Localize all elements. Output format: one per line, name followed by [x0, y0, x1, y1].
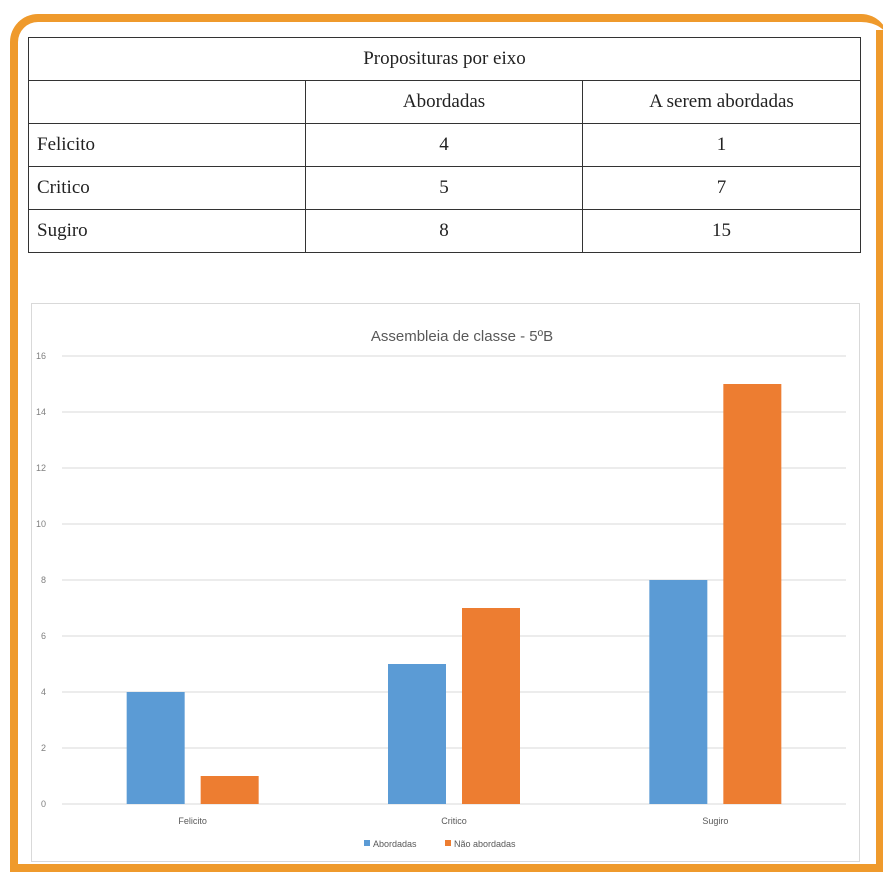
y-tick-label: 2 [41, 743, 46, 753]
table-cell-abordadas: 5 [305, 166, 583, 210]
table-row-label: Felicito [28, 123, 306, 167]
table-cell-abordadas: 8 [305, 209, 583, 253]
table-row-label: Sugiro [28, 209, 306, 253]
legend-label: Não abordadas [454, 839, 516, 849]
orange-frame-bottom [10, 864, 883, 872]
bar-chart-svg: Assembleia de classe - 5ºB 0 2 4 6 8 10 12 14 16 F… [36, 328, 846, 849]
table-header-empty [28, 80, 306, 124]
legend-swatch [445, 840, 451, 846]
bar-sugiro-1 [649, 580, 708, 804]
legend-label: Abordadas [373, 839, 417, 849]
table-header-abordadas: Abordadas [305, 80, 583, 124]
y-tick-label: 12 [36, 463, 46, 473]
table-cell-a-serem: 15 [581, 209, 862, 253]
y-tick-label: 6 [41, 631, 46, 641]
orange-frame [10, 14, 883, 872]
bar-critico-1 [388, 664, 446, 804]
table-header-row: Abordadas A serem abordadas [28, 80, 862, 124]
orange-frame-right [876, 30, 883, 872]
bar-sugiro-2 [723, 384, 782, 804]
y-tick-label: 16 [36, 351, 46, 361]
x-category-label: Sugiro [702, 816, 728, 826]
legend-swatch [364, 840, 370, 846]
table-header-a-serem: A serem abordadas [581, 80, 862, 124]
y-tick-label: 10 [36, 519, 46, 529]
bar-chart: Assembleia de classe - 5ºB 0 2 4 6 8 10 12 14 16 F… [31, 303, 860, 862]
table-title-row: Proposituras por eixo [27, 37, 862, 81]
table-cell-a-serem: 1 [581, 123, 862, 167]
table-row: Felicito 4 1 [28, 123, 862, 167]
table-title: Proposituras por eixo [27, 37, 862, 81]
propositions-table: Proposituras por eixo Abordadas A serem … [27, 37, 862, 253]
y-tick-label: 14 [36, 407, 46, 417]
y-tick-label: 8 [41, 575, 46, 585]
table-cell-abordadas: 4 [305, 123, 583, 167]
y-tick-label: 4 [41, 687, 46, 697]
bar-felicito-2 [200, 776, 259, 804]
table-row-label: Critico [28, 166, 306, 210]
bar-felicito-1 [126, 692, 185, 804]
y-tick-label: 0 [41, 799, 46, 809]
table-cell-a-serem: 7 [581, 166, 862, 210]
bar-critico-2 [462, 608, 520, 804]
x-category-label: Felicito [178, 816, 207, 826]
table-row: Sugiro 8 15 [28, 209, 862, 253]
x-category-label: Critico [441, 816, 467, 826]
table-row: Critico 5 7 [28, 166, 862, 210]
chart-title: Assembleia de classe - 5ºB [371, 328, 553, 345]
